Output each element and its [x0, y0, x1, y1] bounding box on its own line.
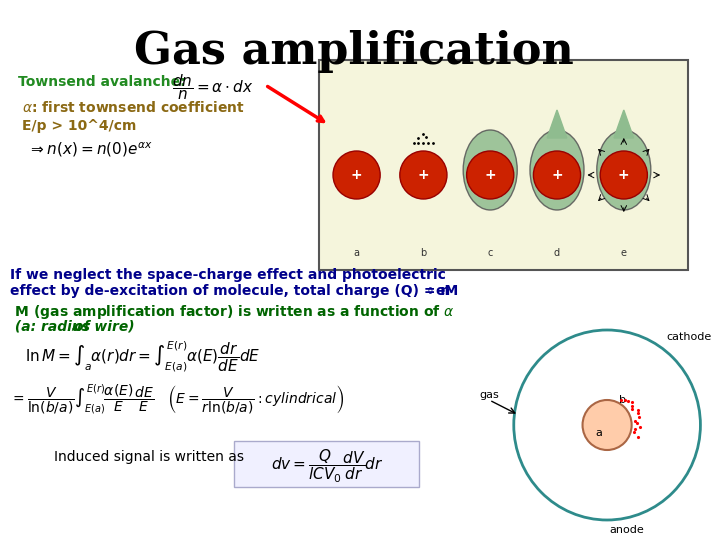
Circle shape — [534, 151, 580, 199]
Text: $= \dfrac{V}{\ln(b/a)}\int_{E(a)}^{E(r)} \dfrac{\alpha(E)}{E}\dfrac{dE}{E}$$\qua: $= \dfrac{V}{\ln(b/a)}\int_{E(a)}^{E(r)}… — [10, 382, 344, 416]
Text: a: a — [596, 428, 603, 438]
Circle shape — [333, 151, 380, 199]
Text: eM: eM — [435, 284, 459, 298]
Ellipse shape — [597, 130, 651, 210]
Text: +: + — [485, 168, 496, 182]
Circle shape — [400, 151, 447, 199]
Polygon shape — [547, 110, 567, 138]
Circle shape — [514, 330, 701, 520]
Text: $\dfrac{dn}{n} = \alpha \cdot dx$: $\dfrac{dn}{n} = \alpha \cdot dx$ — [172, 72, 253, 102]
Text: $\Rightarrow n(x) = n(0)e^{\alpha x}$: $\Rightarrow n(x) = n(0)e^{\alpha x}$ — [27, 140, 153, 159]
Text: $\ln M = \int_{a}^{} \alpha(r)dr = \int_{E(a)}^{E(r)} \alpha(E)\dfrac{dr}{dE}dE$: $\ln M = \int_{a}^{} \alpha(r)dr = \int_… — [24, 340, 260, 374]
Text: +: + — [552, 168, 563, 182]
Text: +: + — [618, 168, 629, 182]
Text: ,: , — [70, 322, 73, 332]
FancyBboxPatch shape — [319, 60, 688, 270]
Text: b: b — [420, 248, 426, 258]
Text: b: b — [619, 395, 626, 405]
Text: $_0$: $_0$ — [428, 286, 434, 299]
Ellipse shape — [463, 130, 517, 210]
FancyBboxPatch shape — [234, 441, 420, 487]
Circle shape — [467, 151, 514, 199]
Text: of wire): of wire) — [73, 320, 135, 334]
Text: E/p > 10^4/cm: E/p > 10^4/cm — [22, 119, 136, 133]
Ellipse shape — [530, 130, 584, 210]
Text: cathode: cathode — [666, 332, 711, 342]
Text: If we neglect the space-charge effect and photoelectric: If we neglect the space-charge effect an… — [10, 268, 446, 282]
Text: a: a — [354, 248, 359, 258]
Text: (a: radius: (a: radius — [10, 320, 90, 334]
Text: Gas amplification: Gas amplification — [134, 30, 574, 73]
Text: e: e — [621, 248, 627, 258]
Text: effect by de-excitation of molecule, total charge (Q) = n: effect by de-excitation of molecule, tot… — [10, 284, 450, 298]
Polygon shape — [614, 110, 634, 138]
Circle shape — [582, 400, 631, 450]
Text: $dv = \dfrac{Q}{lCV_0}\dfrac{dV}{dr}dr$: $dv = \dfrac{Q}{lCV_0}\dfrac{dV}{dr}dr$ — [271, 448, 384, 485]
Text: c: c — [487, 248, 493, 258]
Text: gas: gas — [480, 390, 499, 400]
Text: M (gas amplification factor) is written as a function of $\alpha$: M (gas amplification factor) is written … — [10, 303, 454, 321]
Text: anode: anode — [609, 525, 644, 535]
Text: Townsend avalanche:: Townsend avalanche: — [18, 75, 185, 89]
Text: d: d — [554, 248, 560, 258]
Text: $\alpha$: first townsend coefficient: $\alpha$: first townsend coefficient — [22, 100, 244, 115]
Text: Induced signal is written as: Induced signal is written as — [54, 450, 244, 464]
Text: +: + — [351, 168, 362, 182]
Text: +: + — [418, 168, 429, 182]
Circle shape — [600, 151, 647, 199]
